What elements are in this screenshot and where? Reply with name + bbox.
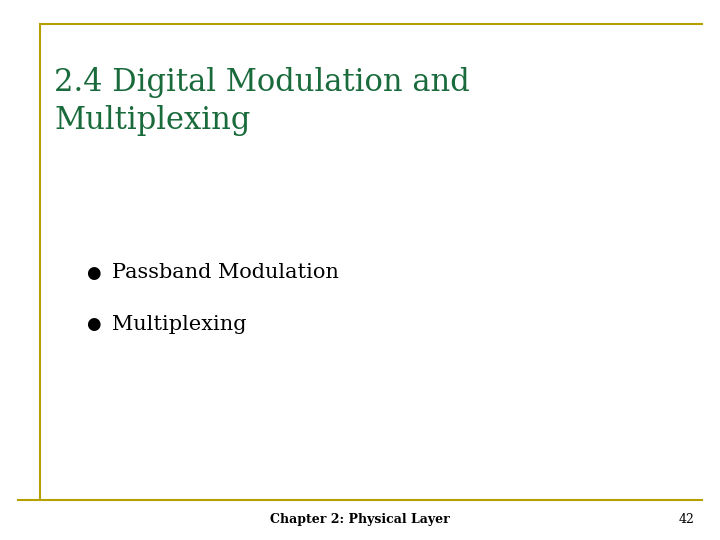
Text: ●: ●	[86, 264, 101, 282]
Text: Passband Modulation: Passband Modulation	[112, 263, 338, 282]
Text: Chapter 2: Physical Layer: Chapter 2: Physical Layer	[270, 513, 450, 526]
Text: 2.4 Digital Modulation and
Multiplexing: 2.4 Digital Modulation and Multiplexing	[54, 68, 469, 136]
Text: Multiplexing: Multiplexing	[112, 314, 246, 334]
Text: 42: 42	[679, 513, 695, 526]
Text: ●: ●	[86, 315, 101, 333]
